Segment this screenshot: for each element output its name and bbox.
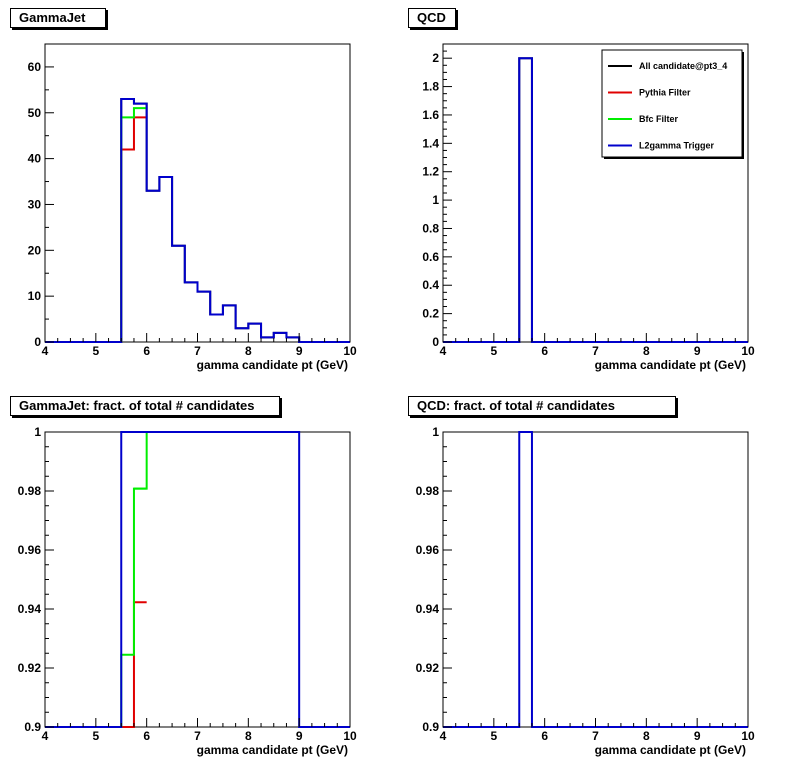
legend-label-l2: L2gamma Trigger (639, 141, 715, 151)
x-axis-title: gamma candidate pt (GeV) (197, 743, 348, 757)
x-tick-label: 8 (643, 729, 650, 743)
x-axis-title: gamma candidate pt (GeV) (595, 358, 746, 372)
y-tick-label: 50 (28, 106, 42, 120)
panel-title-gammajet-fraction: GammaJet: fract. of total # candidates (10, 396, 280, 416)
legend-label-all: All candidate@pt3_4 (639, 61, 727, 71)
x-tick-label: 8 (245, 729, 252, 743)
y-tick-label: 0.4 (422, 278, 439, 292)
plot-frame (44, 431, 351, 728)
x-tick-label: 6 (143, 344, 150, 358)
x-tick-label: 4 (440, 729, 447, 743)
y-tick-label: 0.2 (422, 307, 439, 321)
x-tick-label: 5 (92, 729, 99, 743)
x-tick-label: 5 (490, 344, 497, 358)
x-tick-label: 10 (741, 729, 755, 743)
x-tick-label: 8 (245, 344, 252, 358)
y-tick-label: 2 (432, 51, 439, 65)
x-axis-title: gamma candidate pt (GeV) (197, 358, 348, 372)
y-tick-label: 0 (432, 335, 439, 349)
x-tick-label: 5 (490, 729, 497, 743)
y-tick-label: 40 (28, 152, 42, 166)
x-tick-label: 4 (42, 344, 49, 358)
y-tick-label: 1 (34, 425, 41, 439)
x-tick-label: 7 (592, 729, 599, 743)
x-tick-label: 4 (42, 729, 49, 743)
x-tick-label: 9 (694, 344, 701, 358)
x-tick-label: 5 (92, 344, 99, 358)
y-tick-label: 0.92 (416, 661, 440, 675)
series-l2-histogram (45, 431, 350, 728)
x-tick-label: 6 (541, 729, 548, 743)
plot-frame (44, 43, 351, 343)
y-tick-label: 0.6 (422, 250, 439, 264)
panel-title-qcd: QCD (408, 8, 456, 28)
y-tick-label: 0.9 (422, 720, 439, 734)
x-tick-label: 9 (296, 344, 303, 358)
x-tick-label: 8 (643, 344, 650, 358)
panel-title-gammajet: GammaJet (10, 8, 106, 28)
legend-box: All candidate@pt3_4 Pythia Filter Bfc Filt… (601, 49, 744, 159)
y-tick-label: 0.9 (24, 720, 41, 734)
y-tick-label: 1.2 (422, 165, 439, 179)
legend-label-bfc: Bfc Filter (639, 114, 679, 124)
y-tick-label: 1 (432, 425, 439, 439)
y-tick-label: 0.96 (416, 543, 440, 557)
y-tick-label: 0.94 (18, 602, 42, 616)
panel-title-qcd-fraction: QCD: fract. of total # candidates (408, 396, 676, 416)
panel-1: 4 5 6 7 8 9 10 0 0.2 0.4 0.6 0.8 1 1.2 1.4 1.6 1.8 2 gamma… (422, 43, 755, 372)
x-tick-label: 9 (694, 729, 701, 743)
legend-label-pythia: Pythia Filter (639, 88, 691, 98)
series-l2-histogram (45, 98, 350, 343)
y-tick-label: 0.96 (18, 543, 42, 557)
panel-0: 4 5 6 7 8 9 10 0 10 20 30 40 50 60 gamma candidate pt … (28, 43, 357, 372)
x-tick-label: 6 (541, 344, 548, 358)
panel-2: 4 5 6 7 8 9 10 0.9 0.92 0.94 0.96 0.98 1 gamma candid… (18, 425, 357, 757)
y-tick-label: 0.98 (18, 484, 42, 498)
x-tick-label: 10 (343, 344, 357, 358)
x-tick-label: 9 (296, 729, 303, 743)
y-tick-label: 20 (28, 243, 42, 257)
plot-frame (442, 431, 749, 728)
y-tick-label: 10 (28, 289, 42, 303)
y-tick-label: 0 (34, 335, 41, 349)
x-tick-label: 10 (741, 344, 755, 358)
panel-3: 4 5 6 7 8 9 10 0.9 0.92 0.94 0.96 0.98 1 gamma candid… (416, 425, 755, 757)
y-tick-label: 1.8 (422, 80, 439, 94)
y-tick-label: 1 (432, 193, 439, 207)
y-tick-label: 0.8 (422, 221, 439, 235)
x-tick-label: 10 (343, 729, 357, 743)
x-tick-label: 7 (592, 344, 599, 358)
x-tick-label: 4 (440, 344, 447, 358)
y-tick-label: 1.4 (422, 136, 439, 150)
x-tick-label: 7 (194, 344, 201, 358)
x-tick-label: 7 (194, 729, 201, 743)
y-tick-label: 0.94 (416, 602, 440, 616)
legend-frame (601, 49, 743, 158)
y-tick-label: 1.6 (422, 108, 439, 122)
y-tick-label: 60 (28, 60, 42, 74)
x-axis-title: gamma candidate pt (GeV) (595, 743, 746, 757)
y-tick-label: 0.92 (18, 661, 42, 675)
y-tick-label: 30 (28, 197, 42, 211)
x-tick-label: 6 (143, 729, 150, 743)
y-tick-label: 0.98 (416, 484, 440, 498)
